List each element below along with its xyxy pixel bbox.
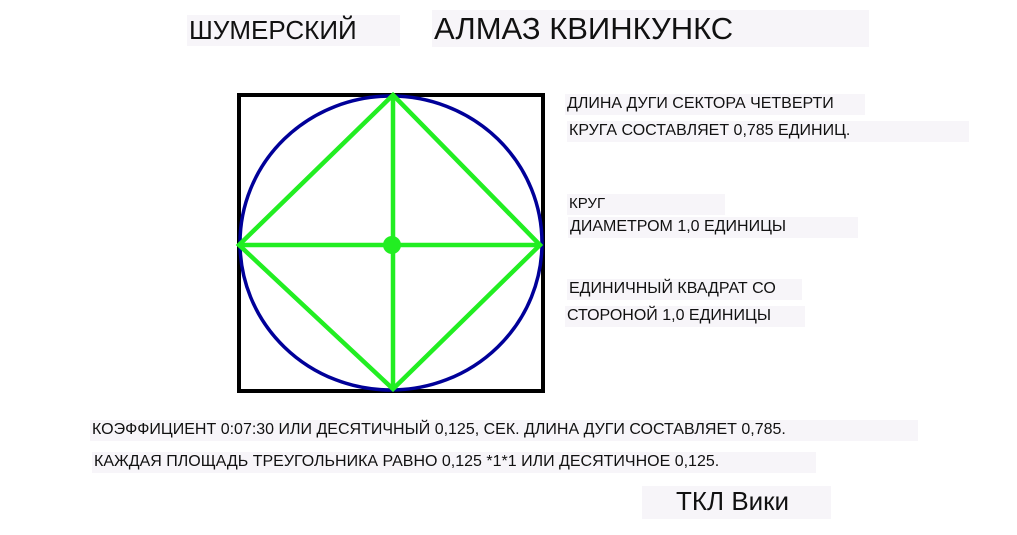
circle-note-line1: КРУГ (567, 194, 725, 215)
arc-length-note-line2: КРУГА СОСТАВЛЯЕТ 0,785 ЕДИНИЦ. (567, 121, 969, 142)
coefficient-note: КОЭФФИЦИЕНТ 0:07:30 ИЛИ ДЕСЯТИЧНЫЙ 0,125… (90, 420, 918, 441)
page-title: АЛМАЗ КВИНКУНКС (432, 10, 869, 47)
square-note-line1: ЕДИНИЧНЫЙ КВАДРАТ СО (567, 279, 802, 300)
credit-label: ТКЛ Вики (642, 486, 831, 519)
subtitle-sumerian: ШУМЕРСКИЙ (187, 15, 400, 46)
circle-note-line2: ДИАМЕТРОМ 1,0 ЕДИНИЦЫ (568, 217, 858, 238)
center-point (383, 236, 401, 254)
arc-length-note-line1: ДЛИНА ДУГИ СЕКТОРА ЧЕТВЕРТИ (565, 94, 865, 115)
triangle-area-note: КАЖДАЯ ПЛОЩАДЬ ТРЕУГОЛЬНИКА РАВНО 0,125 … (92, 452, 816, 473)
square-note-line2: СТОРОНОЙ 1,0 ЕДИНИЦЫ (565, 306, 805, 327)
